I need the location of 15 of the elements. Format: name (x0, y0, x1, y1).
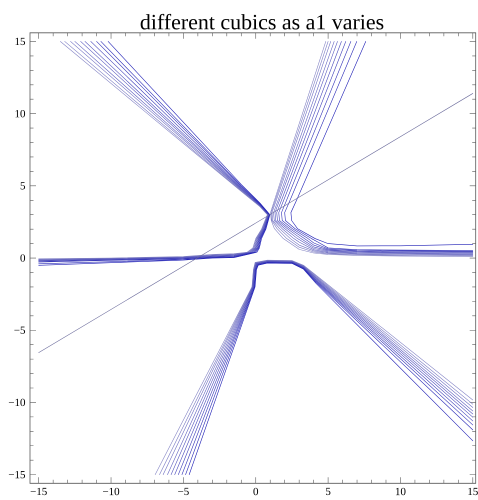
y-tick-label: −5 (14, 326, 26, 334)
x-tick-label: −15 (30, 488, 47, 496)
x-tick-label: 5 (326, 488, 330, 496)
y-tick-label: −15 (8, 470, 26, 478)
y-tick-label: −10 (8, 398, 26, 406)
y-tick-label: 5 (20, 182, 26, 190)
y-tick-label: 15 (15, 38, 26, 46)
y-tick-label: 0 (20, 254, 26, 262)
x-tick-label: −10 (103, 488, 120, 496)
y-tick-label: 10 (15, 110, 26, 118)
x-tick-label: −5 (178, 488, 189, 496)
chart-title: different cubics as a1 varies (140, 14, 384, 30)
x-tick-label: 15 (468, 488, 478, 496)
x-tick-label: 0 (253, 488, 258, 496)
x-tick-label: 10 (396, 488, 406, 496)
